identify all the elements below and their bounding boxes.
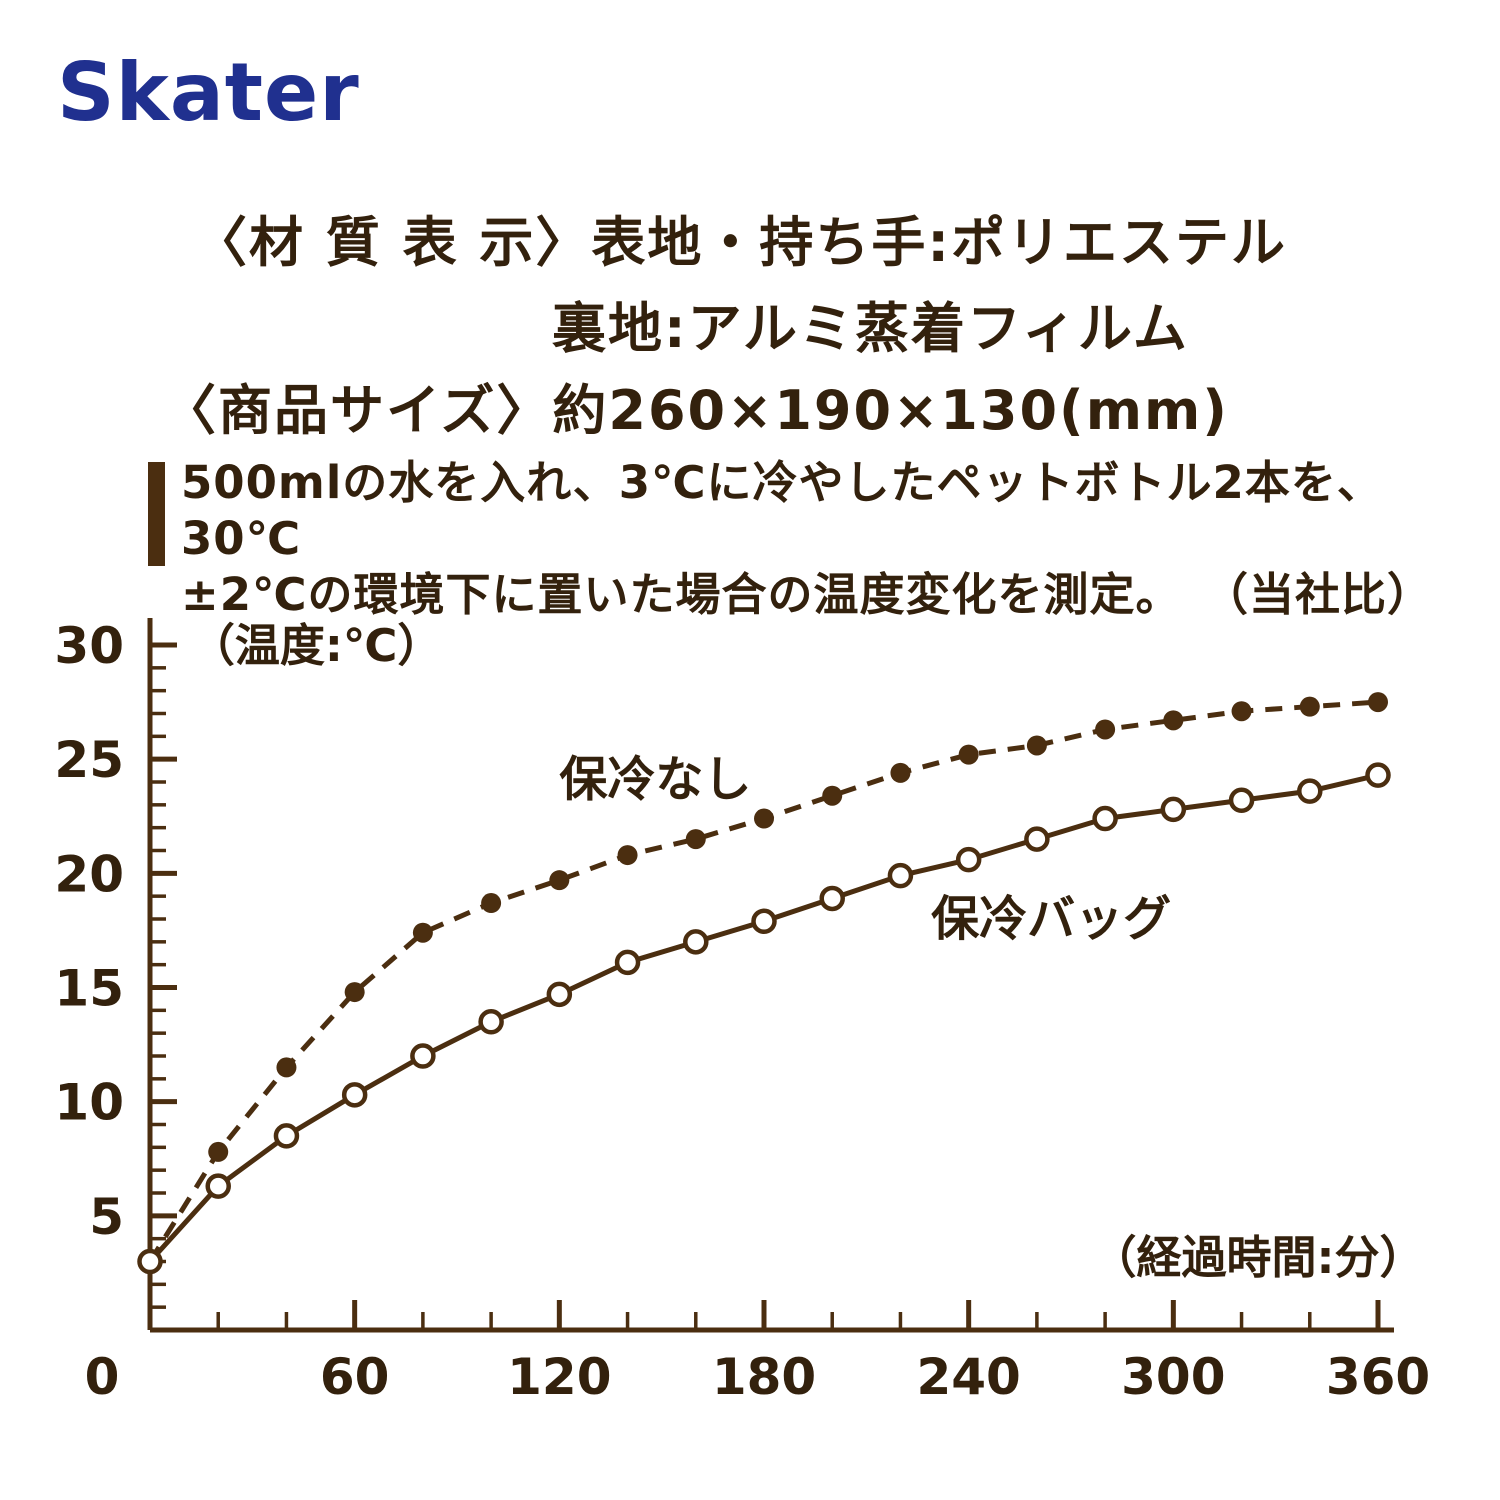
svg-text:120: 120 bbox=[507, 1348, 611, 1406]
material-line-1: 〈材 質 表 示〉表地・持ち手:ポリエステル bbox=[193, 198, 1287, 277]
x-axis: 0 60 120 180 240 300 360 bbox=[85, 1300, 1430, 1406]
svg-text:360: 360 bbox=[1326, 1348, 1430, 1406]
svg-text:300: 300 bbox=[1121, 1348, 1225, 1406]
svg-text:5: 5 bbox=[89, 1188, 124, 1246]
svg-text:15: 15 bbox=[54, 960, 124, 1018]
note-line-2: ±2℃の環境下に置いた場合の温度変化を測定。 bbox=[181, 568, 1182, 621]
series-label-0: 保冷なし bbox=[559, 752, 751, 808]
svg-text:30: 30 bbox=[54, 617, 124, 675]
svg-text:240: 240 bbox=[916, 1348, 1020, 1406]
svg-text:180: 180 bbox=[712, 1348, 816, 1406]
size-line: 〈商品サイズ〉約260×190×130(mm) bbox=[162, 379, 1229, 442]
svg-text:25: 25 bbox=[54, 731, 124, 789]
svg-text:10: 10 bbox=[54, 1074, 124, 1132]
material-line-2: 裏地:アルミ蒸着フィルム bbox=[552, 297, 1189, 360]
x-axis-label: （経過時間:分） bbox=[1091, 1231, 1424, 1284]
material-value-1: 表地・持ち手:ポリエステル bbox=[591, 211, 1287, 274]
note-line-1: 500mlの水を入れ、3℃に冷やしたペットボトル2本を、30℃ bbox=[181, 456, 1383, 565]
material-label: 〈材 質 表 示〉 bbox=[193, 211, 592, 274]
svg-text:0: 0 bbox=[85, 1348, 120, 1406]
series-label-1: 保冷バッグ bbox=[931, 891, 1171, 947]
test-note: 500mlの水を入れ、3℃に冷やしたペットボトル2本を、30℃ ±2℃の環境下に… bbox=[148, 455, 1433, 623]
note-accent-bar bbox=[148, 462, 165, 566]
note-company-ref: （当社比） bbox=[1202, 568, 1433, 621]
brand-logo: Skater bbox=[57, 46, 360, 139]
series-0: 保冷なし bbox=[140, 692, 1388, 1272]
svg-text:20: 20 bbox=[54, 845, 124, 903]
y-axis: 5 10 15 20 25 30 bbox=[54, 617, 177, 1330]
svg-text:60: 60 bbox=[320, 1348, 390, 1406]
y-axis-label: （温度:℃） bbox=[190, 619, 443, 672]
series-1: 保冷バッグ bbox=[137, 762, 1391, 1275]
